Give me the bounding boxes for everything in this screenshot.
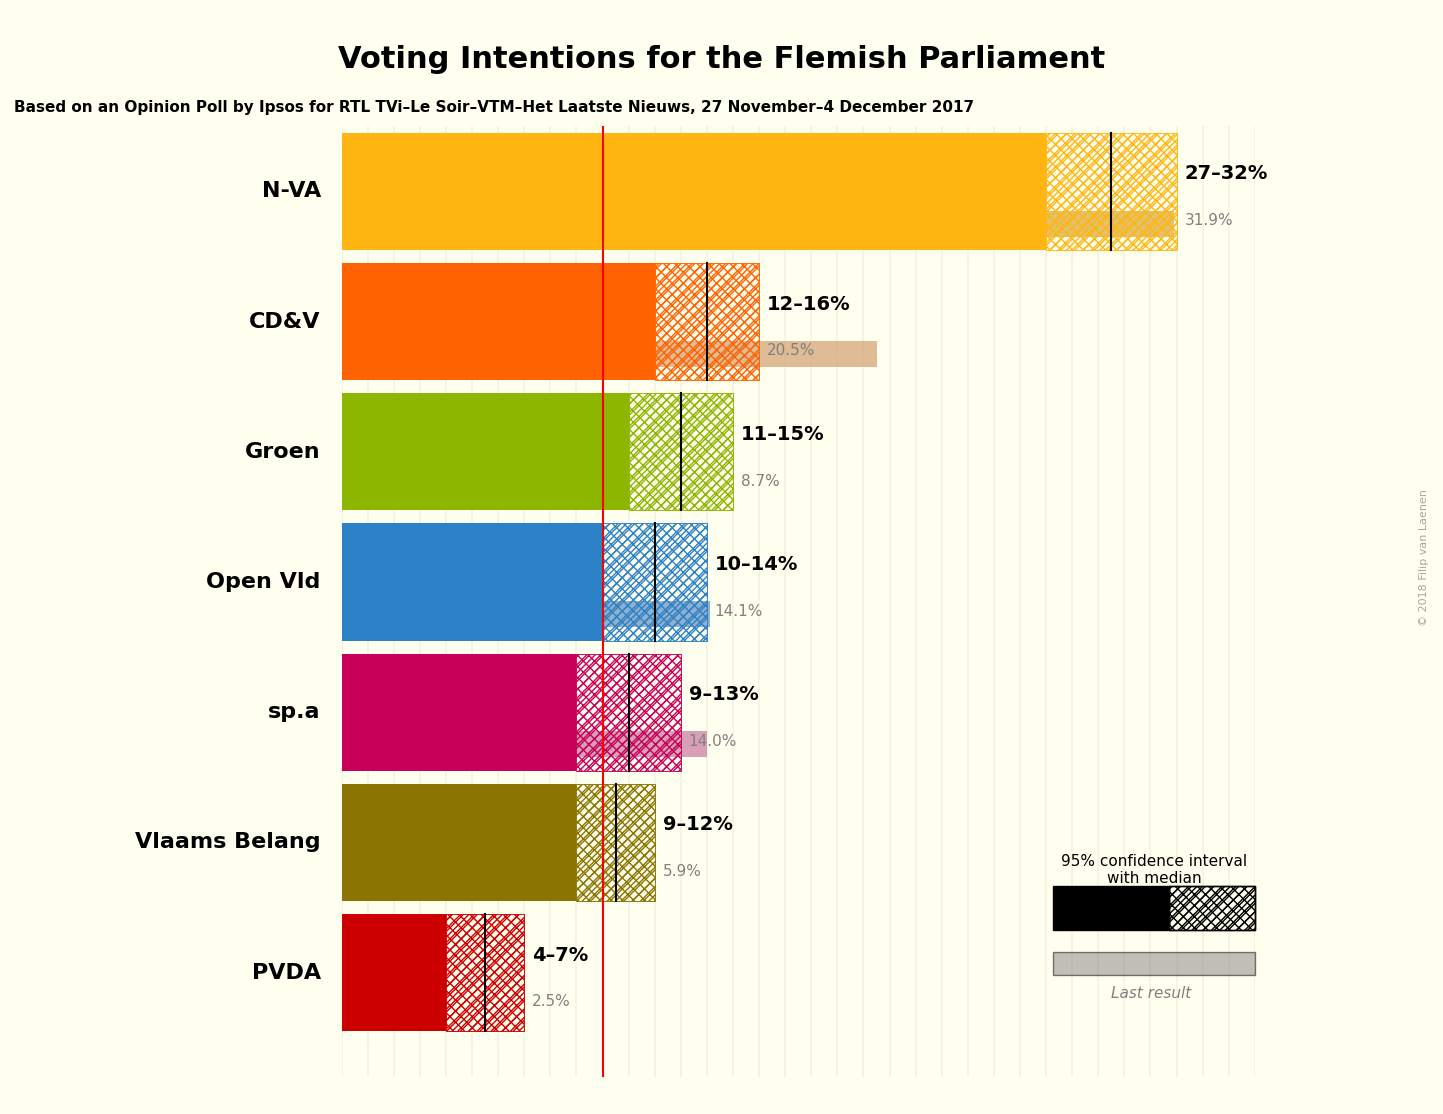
Text: Voting Intentions for the Flemish Parliament: Voting Intentions for the Flemish Parlia… xyxy=(338,45,1105,74)
Text: Based on an Opinion Poll by Ipsos for RTL TVi–Le Soir–VTM–Het Laatste Nieuws, 27: Based on an Opinion Poll by Ipsos for RT… xyxy=(14,100,974,115)
Text: 4–7%: 4–7% xyxy=(532,946,589,965)
Bar xyxy=(446,913,524,1032)
Bar xyxy=(342,654,576,771)
Text: 9–13%: 9–13% xyxy=(688,685,759,704)
Bar xyxy=(342,991,407,1018)
Bar xyxy=(342,471,569,497)
Text: © 2018 Filip van Laenen: © 2018 Filip van Laenen xyxy=(1418,489,1429,625)
Bar xyxy=(342,784,576,901)
Bar xyxy=(576,784,655,901)
Text: PVDA: PVDA xyxy=(251,962,320,983)
Bar xyxy=(342,732,707,758)
Bar xyxy=(603,524,707,641)
Bar xyxy=(342,211,1175,237)
Bar xyxy=(1046,133,1176,250)
Bar xyxy=(342,133,1046,250)
Text: 27–32%: 27–32% xyxy=(1185,165,1268,184)
Text: 11–15%: 11–15% xyxy=(740,424,824,443)
Bar xyxy=(576,654,681,771)
Bar xyxy=(446,913,524,1032)
Text: 20.5%: 20.5% xyxy=(766,343,815,359)
Text: CD&V: CD&V xyxy=(250,312,320,332)
Text: 9–12%: 9–12% xyxy=(662,815,733,834)
Text: 31.9%: 31.9% xyxy=(1185,213,1232,228)
Text: 14.1%: 14.1% xyxy=(714,604,763,618)
Text: Vlaams Belang: Vlaams Belang xyxy=(136,832,320,852)
Bar xyxy=(576,654,681,771)
Text: 5.9%: 5.9% xyxy=(662,864,701,879)
Bar xyxy=(342,861,495,888)
Bar xyxy=(342,341,876,367)
Bar xyxy=(1046,133,1176,250)
Bar xyxy=(629,393,733,510)
Bar xyxy=(629,393,733,510)
Text: 95% confidence interval: 95% confidence interval xyxy=(1062,854,1247,869)
Text: Open Vld: Open Vld xyxy=(206,571,320,592)
Text: 8.7%: 8.7% xyxy=(740,473,779,489)
Bar xyxy=(342,263,655,380)
Text: 10–14%: 10–14% xyxy=(714,555,798,574)
Text: 2.5%: 2.5% xyxy=(532,995,571,1009)
Text: Last result: Last result xyxy=(1111,986,1192,1000)
Text: Groen: Groen xyxy=(245,442,320,462)
Bar xyxy=(342,602,710,627)
Bar xyxy=(576,784,655,901)
Text: with median: with median xyxy=(1107,871,1202,886)
Text: sp.a: sp.a xyxy=(268,702,320,722)
Bar xyxy=(655,263,759,380)
Bar xyxy=(342,913,446,1032)
Bar xyxy=(342,393,629,510)
Bar xyxy=(655,263,759,380)
Text: 14.0%: 14.0% xyxy=(688,734,737,749)
Bar xyxy=(342,524,603,641)
Text: N-VA: N-VA xyxy=(261,182,320,202)
Text: 12–16%: 12–16% xyxy=(766,294,850,314)
Bar xyxy=(603,524,707,641)
